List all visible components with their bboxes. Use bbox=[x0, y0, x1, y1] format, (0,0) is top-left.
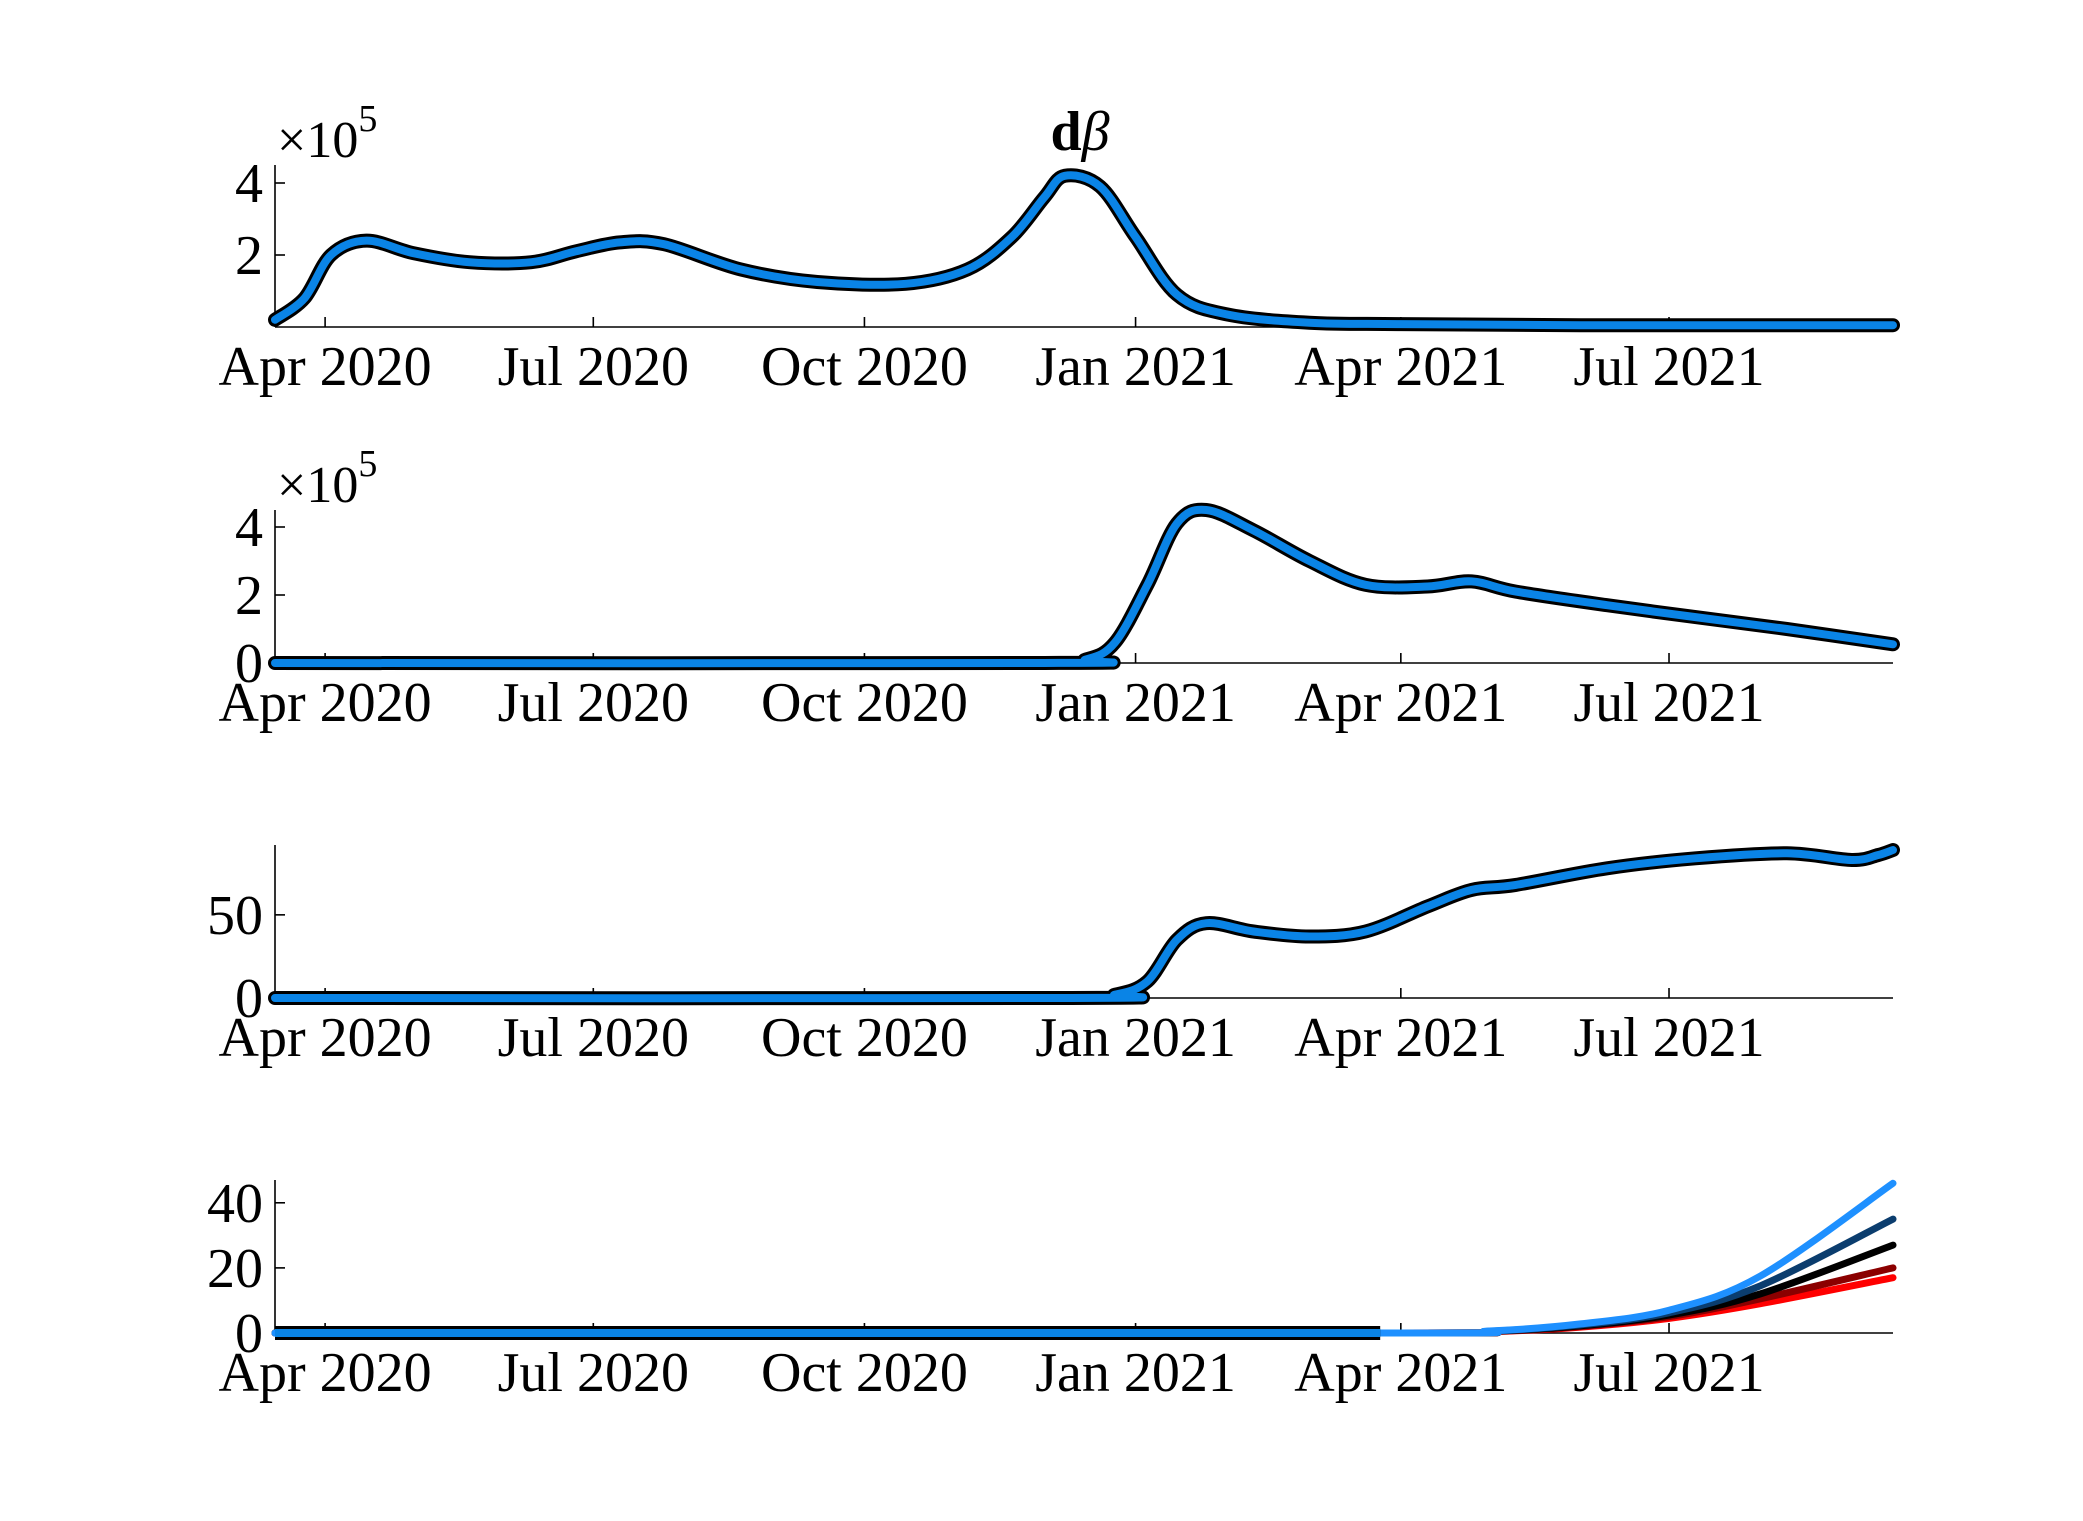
series-line bbox=[271, 171, 1897, 330]
series-5 bbox=[271, 1179, 1897, 1337]
y-tick-label: 50 bbox=[207, 885, 263, 947]
series-line bbox=[271, 1179, 1897, 1337]
x-tick-label: Apr 2020 bbox=[219, 1342, 432, 1404]
series-line bbox=[271, 1274, 1897, 1337]
y-tick-label: 4 bbox=[235, 153, 263, 215]
series-line-outline bbox=[268, 168, 1900, 333]
series-line bbox=[271, 505, 1897, 668]
figure-title: dβ bbox=[1050, 101, 1109, 163]
x-tick-label: Jan 2021 bbox=[1035, 336, 1236, 398]
series-line-outline bbox=[268, 843, 1900, 1006]
series-line bbox=[271, 846, 1897, 1003]
x-tick-label: Jul 2021 bbox=[1573, 1007, 1764, 1069]
x-tick-label: Jan 2021 bbox=[1035, 672, 1236, 734]
subplot-3: Apr 2020 Jul 2020 Oct 2020 Jan 2021 Apr 2021… bbox=[207, 843, 1900, 1069]
y-exponent-label: ×105 bbox=[277, 98, 377, 169]
x-tick-label: Jul 2020 bbox=[498, 1007, 689, 1069]
x-tick-label: Jan 2021 bbox=[1035, 1342, 1236, 1404]
x-tick-label: Jul 2021 bbox=[1573, 1342, 1764, 1404]
x-tick-label: Jul 2021 bbox=[1573, 336, 1764, 398]
x-tick-label: Oct 2020 bbox=[761, 1342, 968, 1404]
x-tick-label: Jul 2021 bbox=[1573, 672, 1764, 734]
series-1 bbox=[268, 168, 1900, 333]
subplot-4: Apr 2020 Jul 2020 Oct 2020 Jan 2021 Apr 2021… bbox=[207, 1173, 1897, 1404]
series-3 bbox=[271, 1241, 1897, 1337]
x-tick-label: Oct 2020 bbox=[761, 672, 968, 734]
y-tick-label: 2 bbox=[235, 565, 263, 627]
y-tick-label: 4 bbox=[235, 497, 263, 559]
x-tick-label: Jul 2020 bbox=[498, 1342, 689, 1404]
y-exponent-label: ×105 bbox=[277, 443, 377, 514]
subplot-1: Apr 2020 Jul 2020 Oct 2020 Jan 2021 Apr 2021… bbox=[219, 98, 1900, 398]
series-1 bbox=[271, 1274, 1897, 1337]
series-1 bbox=[268, 502, 1900, 671]
x-tick-label: Oct 2020 bbox=[761, 336, 968, 398]
x-tick-label: Apr 2020 bbox=[219, 672, 432, 734]
x-tick-label: Jul 2020 bbox=[498, 336, 689, 398]
y-tick-label: 2 bbox=[235, 225, 263, 287]
series-line bbox=[271, 1241, 1897, 1337]
x-tick-label: Jul 2020 bbox=[498, 672, 689, 734]
x-tick-label: Jan 2021 bbox=[1035, 1007, 1236, 1069]
y-tick-label: 20 bbox=[207, 1238, 263, 1300]
series-1 bbox=[268, 843, 1900, 1006]
x-tick-label: Apr 2021 bbox=[1294, 336, 1507, 398]
x-tick-label: Oct 2020 bbox=[761, 1007, 968, 1069]
y-tick-label: 0 bbox=[235, 1303, 263, 1365]
y-tick-label: 40 bbox=[207, 1173, 263, 1235]
x-tick-label: Apr 2020 bbox=[219, 1007, 432, 1069]
series-line-outline bbox=[268, 502, 1900, 671]
x-tick-label: Apr 2021 bbox=[1294, 672, 1507, 734]
x-tick-label: Apr 2020 bbox=[219, 336, 432, 398]
x-tick-label: Apr 2021 bbox=[1294, 1342, 1507, 1404]
subplots: Apr 2020 Jul 2020 Oct 2020 Jan 2021 Apr 2021… bbox=[207, 98, 1900, 1404]
x-tick-label: Apr 2021 bbox=[1294, 1007, 1507, 1069]
y-tick-label: 0 bbox=[235, 968, 263, 1030]
subplot-2: Apr 2020 Jul 2020 Oct 2020 Jan 2021 Apr 2021… bbox=[219, 443, 1900, 734]
y-tick-label: 0 bbox=[235, 633, 263, 695]
